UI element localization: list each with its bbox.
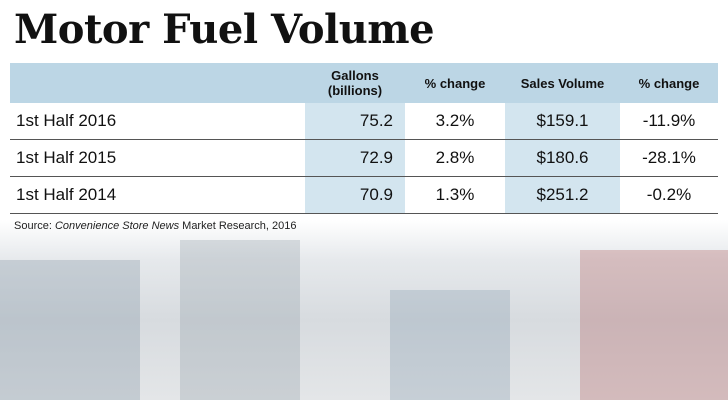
table-cell: -0.2% bbox=[646, 185, 692, 204]
row-label: 1st Half 2016 bbox=[16, 111, 117, 130]
table: Gallons (billions) % change Sales Volume… bbox=[10, 63, 718, 214]
table-row: 1st Half 2015 72.9 2.8% $180.6 -28.1% bbox=[10, 140, 718, 177]
table-cell: $159.1 bbox=[505, 103, 620, 139]
table-cell: $251.2 bbox=[505, 177, 620, 213]
table-cell: 2.8% bbox=[435, 148, 475, 167]
row-label: 1st Half 2015 bbox=[16, 148, 117, 167]
table-row: 1st Half 2016 75.2 3.2% $159.1 -11.9% bbox=[10, 103, 718, 140]
table-cell: -28.1% bbox=[642, 148, 696, 167]
table-cell: $180.6 bbox=[505, 140, 620, 176]
shelf bbox=[180, 240, 300, 400]
source: Source: Convenience Store News Market Re… bbox=[14, 220, 296, 232]
table-cell: 75.2 bbox=[305, 103, 405, 139]
source-text: Source: bbox=[14, 220, 55, 232]
header-cell: Gallons (billions) bbox=[305, 63, 405, 103]
header-text: Gallons (billions) bbox=[327, 68, 383, 98]
shelf bbox=[0, 260, 140, 400]
header-row: Gallons (billions) % change Sales Volume… bbox=[10, 63, 718, 103]
table-row: 1st Half 2014 70.9 1.3% $251.2 -0.2% bbox=[10, 177, 718, 214]
header-cell: Sales Volume bbox=[520, 75, 605, 91]
source-publication: Convenience Store News bbox=[54, 220, 180, 232]
table-cell: 1.3% bbox=[435, 185, 475, 204]
table-cell: 70.9 bbox=[305, 177, 405, 213]
row-label: 1st Half 2014 bbox=[16, 185, 117, 204]
source-text: Market Research, 2016 bbox=[179, 220, 297, 232]
table-cell: 72.9 bbox=[305, 140, 405, 176]
display bbox=[390, 290, 510, 400]
display bbox=[580, 250, 728, 400]
title: Motor Fuel Volume bbox=[14, 6, 435, 53]
header-cell: % change bbox=[638, 75, 700, 91]
table-cell: -11.9% bbox=[642, 111, 696, 130]
table-cell: 3.2% bbox=[435, 111, 475, 130]
header-cell bbox=[10, 63, 305, 103]
header-cell: % change bbox=[424, 75, 486, 91]
